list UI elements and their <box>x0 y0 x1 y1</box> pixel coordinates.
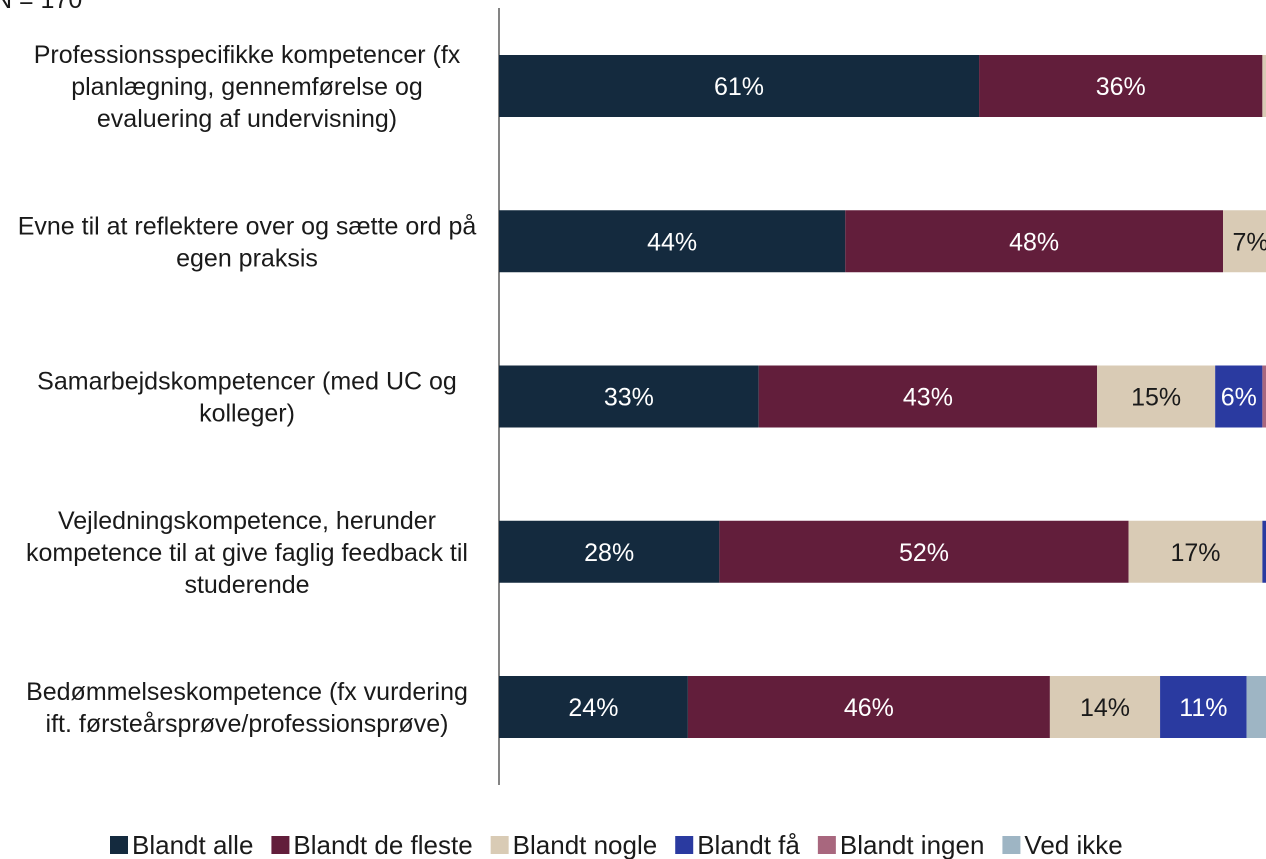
bar-segment <box>1223 210 1266 273</box>
data-label: 61% <box>714 73 764 101</box>
category-label: Bedømmelseskompetence (fx vurdering ift. … <box>26 678 468 738</box>
legend-label: Ved ikke <box>1024 830 1122 859</box>
legend-label: Blandt få <box>697 830 800 859</box>
category-label: Samarbejdskompetencer (med UC og kolleger… <box>37 368 457 428</box>
legend-label: Blandt ingen <box>840 830 985 859</box>
bar-segment <box>1160 676 1247 738</box>
data-label: 48% <box>1009 228 1059 256</box>
data-label: 52% <box>899 539 949 567</box>
data-label: 36% <box>1096 73 1146 101</box>
bar-segment <box>1215 365 1263 428</box>
legend-label: Blandt de fleste <box>293 830 472 859</box>
bar-segment <box>499 55 980 117</box>
bar-segment <box>687 676 1050 738</box>
category-label: Evne til at reflektere over og sætte ord… <box>18 212 477 272</box>
data-label: 43% <box>903 384 953 412</box>
legend-swatch <box>675 836 694 854</box>
data-label: 17% <box>1170 539 1220 567</box>
data-label: 14% <box>1080 694 1130 722</box>
data-label: 44% <box>647 228 697 256</box>
bar-segment <box>499 676 688 738</box>
legend-label: Blandt alle <box>132 830 253 859</box>
data-label: 11% <box>1179 694 1227 722</box>
bar-segment <box>1262 55 1266 117</box>
bar-segment <box>1262 520 1266 583</box>
category-label: Professionsspecifikke kompetencer (fx pla… <box>34 41 461 133</box>
data-label: 15% <box>1131 384 1181 412</box>
chart-title: N = 170 <box>0 0 82 14</box>
data-label: 7% <box>1233 228 1266 256</box>
legend-swatch <box>1002 836 1021 854</box>
bar-segment <box>1049 676 1161 738</box>
bar-segment <box>845 210 1224 273</box>
category-label: Vejledningskompetence, herunder kompetenc… <box>26 507 468 599</box>
bar-segment <box>979 55 1263 117</box>
data-label: 24% <box>568 694 618 722</box>
legend-swatch <box>110 836 128 854</box>
legend-swatch <box>817 836 836 854</box>
bar-segment <box>499 520 720 583</box>
legend-swatch <box>271 836 290 854</box>
data-label: 46% <box>844 694 894 722</box>
bar-segment <box>758 365 1098 428</box>
data-label: 28% <box>584 539 634 567</box>
bar-segment <box>499 210 846 273</box>
legend-swatch <box>490 836 509 854</box>
legend-label: Blandt nogle <box>513 830 658 859</box>
bar-segment <box>719 520 1129 583</box>
bar-segment <box>499 365 759 428</box>
data-label: 33% <box>604 384 654 412</box>
bar-segment <box>1128 520 1263 583</box>
bar-segment <box>1262 365 1266 428</box>
bar-segment <box>1097 365 1216 428</box>
data-label: 6% <box>1221 384 1257 412</box>
bar-segment <box>1246 676 1266 738</box>
